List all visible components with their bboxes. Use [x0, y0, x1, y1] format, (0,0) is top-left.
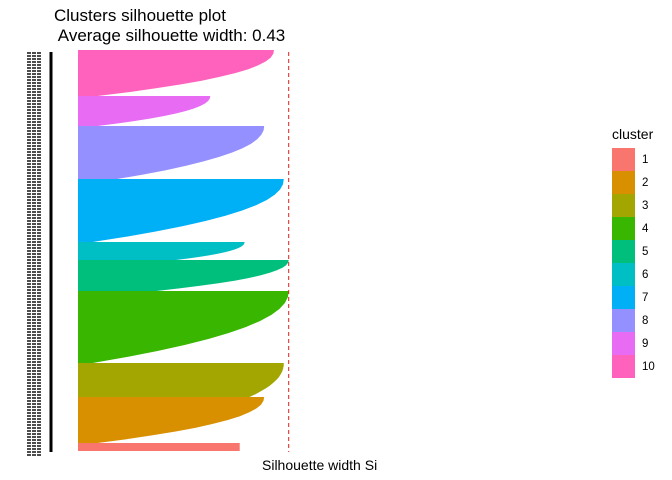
legend-label-5: 5	[642, 245, 649, 258]
legend-swatch-2	[612, 171, 635, 194]
legend-swatch-7	[612, 286, 635, 309]
cluster-8-band	[78, 126, 265, 179]
legend-item-10: 10	[612, 355, 655, 378]
legend-item-4: 4	[612, 217, 655, 240]
legend-item-6: 6	[612, 263, 655, 286]
legend-item-9: 9	[612, 332, 655, 355]
chart-subtitle: Average silhouette width: 0.43	[54, 26, 286, 45]
cluster-6-band	[78, 242, 245, 260]
legend-item-2: 2	[612, 171, 655, 194]
x-axis-label: Silhouette width Si	[262, 457, 378, 473]
legend-swatch-8	[612, 309, 635, 332]
legend-label-2: 2	[642, 176, 649, 189]
legend-label-8: 8	[642, 314, 649, 327]
legend-swatch-1	[612, 148, 635, 171]
legend-items: 1 2 3 4 5 6 7 8 9 10	[612, 148, 655, 378]
title-block: Clusters silhouette plot Average silhoue…	[54, 6, 285, 46]
cluster-2-band	[78, 397, 265, 443]
cluster-1-band	[78, 443, 240, 451]
legend-swatch-4	[612, 217, 635, 240]
legend-label-4: 4	[642, 222, 649, 235]
legend-swatch-3	[612, 194, 635, 217]
cluster-7-band	[78, 179, 284, 242]
cluster-5-band	[78, 260, 289, 291]
legend-label-7: 7	[642, 291, 649, 304]
legend-swatch-5	[612, 240, 635, 263]
legend-title: cluster	[612, 126, 654, 142]
cluster-3-band	[78, 363, 284, 397]
cluster-4-band	[78, 291, 289, 363]
legend-label-3: 3	[642, 199, 649, 212]
legend-item-8: 8	[612, 309, 655, 332]
legend-label-1: 1	[642, 153, 649, 166]
legend-label-6: 6	[642, 268, 649, 281]
legend-swatch-6	[612, 263, 635, 286]
legend-item-3: 3	[612, 194, 655, 217]
legend: cluster 1 2 3 4 5 6 7 8 9 10	[612, 126, 655, 378]
legend-label-10: 10	[642, 360, 655, 373]
legend-label-9: 9	[642, 337, 649, 350]
legend-swatch-9	[612, 332, 635, 355]
legend-item-1: 1	[612, 148, 655, 171]
legend-item-7: 7	[612, 286, 655, 309]
cluster-10-band	[78, 50, 274, 96]
legend-swatch-10	[612, 355, 635, 378]
chart-title: Clusters silhouette plot	[54, 6, 226, 25]
cluster-9-band	[78, 96, 211, 126]
legend-item-5: 5	[612, 240, 655, 263]
